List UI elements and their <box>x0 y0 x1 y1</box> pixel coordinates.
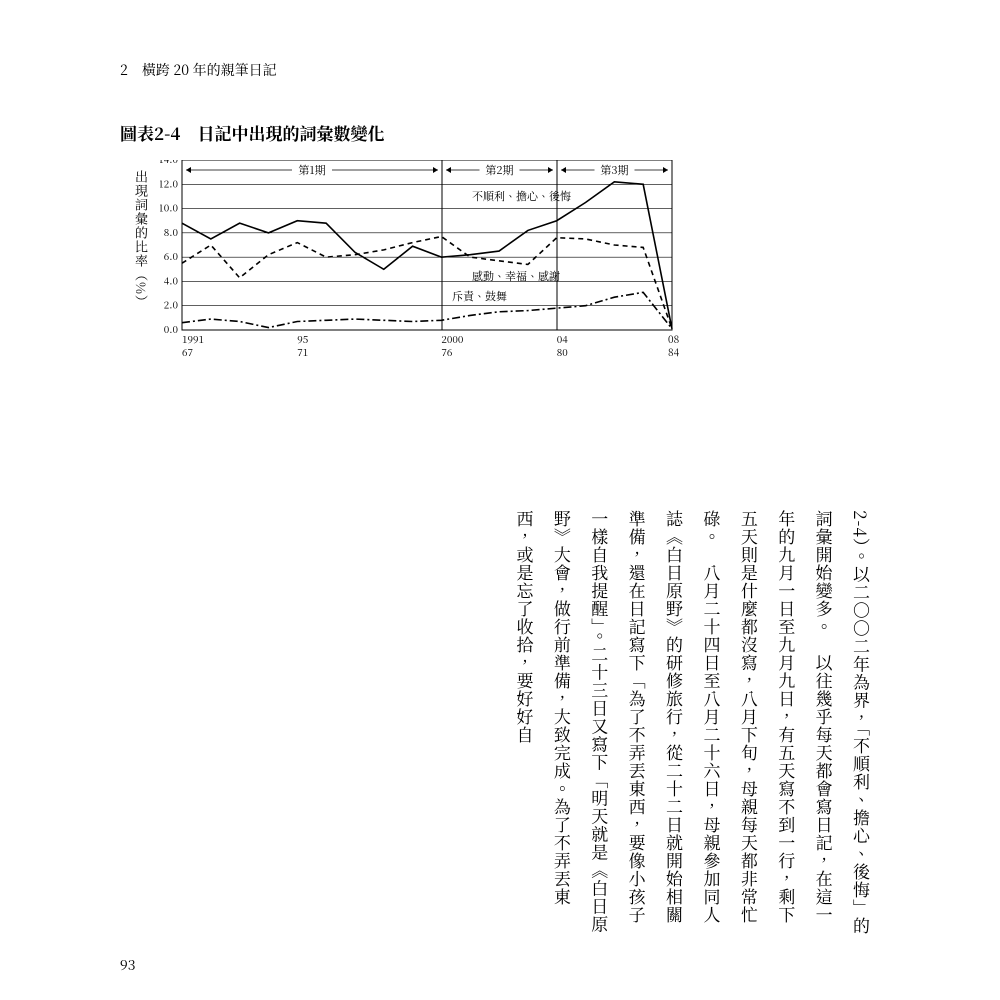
svg-text:14.0: 14.0 <box>160 160 178 166</box>
svg-text:感動、幸福、感謝: 感動、幸福、感謝 <box>472 268 560 284</box>
svg-text:8.0: 8.0 <box>164 224 178 239</box>
body-text: 2-4）。以二〇〇二年為界，「不順利、擔心、後悔」的詞彙開始變多。 以往幾乎每天… <box>506 510 880 940</box>
y-axis-label: 出現詞彙的比率（%） <box>132 170 151 309</box>
svg-text:76: 76 <box>441 344 452 359</box>
page-number: 93 <box>120 955 135 975</box>
svg-text:0.0: 0.0 <box>164 321 178 336</box>
svg-text:4.0: 4.0 <box>164 272 178 287</box>
svg-text:80: 80 <box>557 344 568 359</box>
svg-text:71: 71 <box>297 344 308 359</box>
svg-text:斥責、鼓舞: 斥責、鼓舞 <box>452 288 507 304</box>
svg-text:84（歲）: 84（歲） <box>668 344 680 359</box>
chart-container: 出現詞彙的比率（%） 0.02.04.06.08.010.012.014.0第1… <box>160 160 880 380</box>
svg-text:6.0: 6.0 <box>164 248 178 263</box>
svg-text:不順利、擔心、後悔: 不順利、擔心、後悔 <box>472 188 571 204</box>
svg-text:10.0: 10.0 <box>160 200 178 215</box>
chart-title: 圖表2-4 日記中出現的詞彙數變化 <box>120 120 880 145</box>
svg-text:67: 67 <box>182 344 193 359</box>
chart-svg: 0.0 2.0 4.0 6.0 8.0 10.0 12.0 14.0 第1期 第2期 第3期不順利、… <box>160 160 680 380</box>
svg-text:第2期: 第2期 <box>485 162 513 178</box>
svg-text:12.0: 12.0 <box>160 175 178 190</box>
svg-text:第3期: 第3期 <box>600 162 628 178</box>
svg-text:2.0: 2.0 <box>164 297 178 312</box>
svg-text:第1期: 第1期 <box>298 162 325 178</box>
running-header: 2 橫跨 20 年的親筆日記 <box>120 60 880 80</box>
